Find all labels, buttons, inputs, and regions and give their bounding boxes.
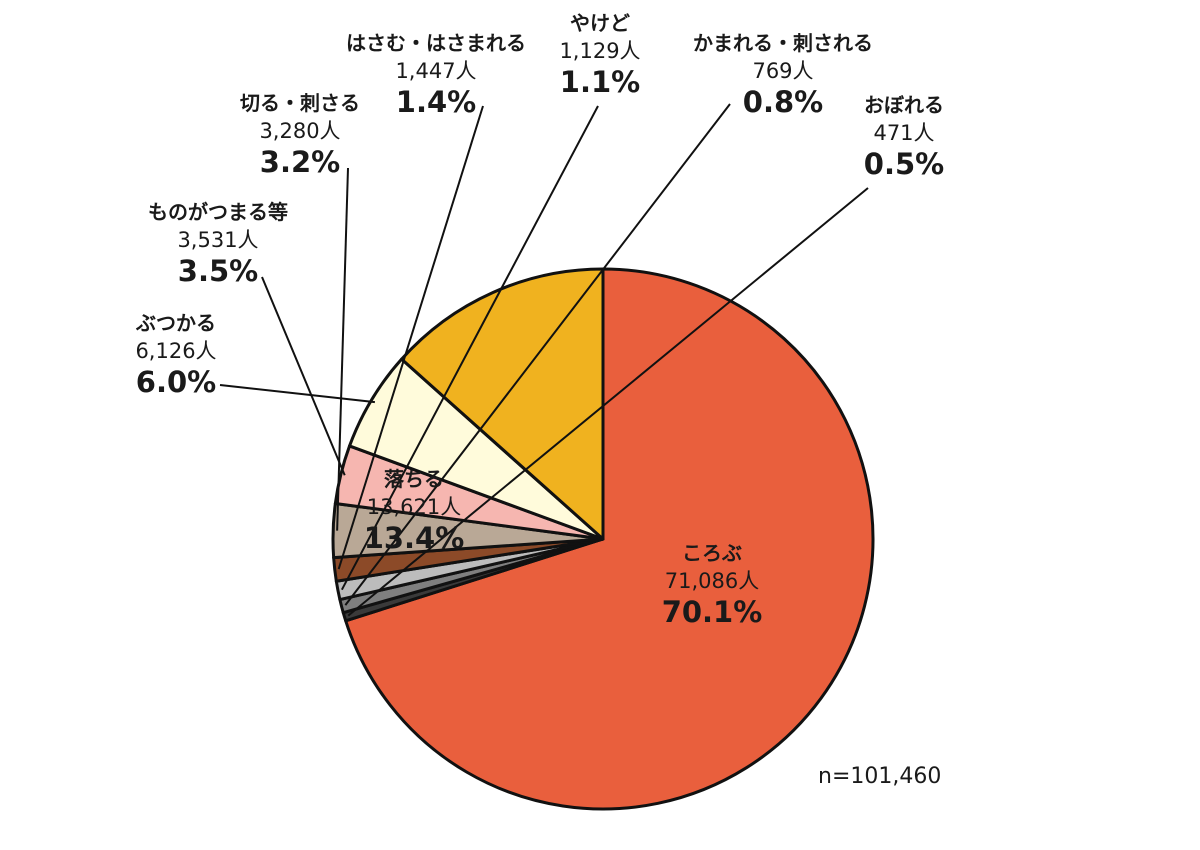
leader-line (337, 105, 484, 570)
leader-line (347, 187, 869, 617)
slice-count-label: 3,531人 (177, 228, 258, 252)
leader-line (336, 167, 349, 531)
slice-name-label: 切る・刺さる (240, 91, 360, 115)
pie-slices (331, 267, 875, 811)
slice-count-label: 1,447人 (395, 59, 476, 83)
slice-percent-label: 13.4% (364, 521, 465, 555)
leader-line (219, 384, 376, 404)
slice-count-label: 6,126人 (135, 339, 216, 363)
slice-name-label: おぼれる (864, 93, 944, 117)
slice-percent-label: 6.0% (136, 365, 216, 399)
slice-name-label: ころぶ (682, 541, 742, 565)
slice-percent-label: 3.2% (260, 145, 340, 179)
slice-name-label: ぶつかる (135, 311, 216, 335)
slice-name-label: やけど (570, 11, 630, 35)
slice-percent-label: 70.1% (662, 595, 763, 629)
slice-count-label: 1,129人 (559, 39, 640, 63)
slice-count-label: 3,280人 (259, 119, 340, 143)
leader-line (261, 276, 346, 476)
slice-count-label: 71,086人 (665, 569, 759, 593)
slice-count-label: 769人 (752, 59, 813, 83)
leader-lines (219, 103, 869, 617)
slice-name-label: はさむ・はさまれる (346, 31, 526, 55)
leader-line (340, 105, 599, 591)
slice-percent-label: 3.5% (178, 254, 258, 288)
slice-percent-label: 0.8% (743, 85, 823, 119)
slice-name-label: 落ちる (384, 467, 444, 491)
pie-slice (344, 267, 875, 811)
slice-name-label: かまれる・刺される (693, 31, 873, 55)
slice-percent-label: 1.1% (560, 65, 640, 99)
slice-count-label: 13,621人 (367, 495, 461, 519)
slice-percent-label: 1.4% (396, 85, 476, 119)
slice-count-label: 471人 (873, 121, 934, 145)
slice-name-label: ものがつまる等 (148, 200, 288, 224)
leader-line (344, 103, 731, 606)
slice-percent-label: 0.5% (864, 147, 944, 181)
sample-size-label: n=101,460 (818, 764, 941, 789)
